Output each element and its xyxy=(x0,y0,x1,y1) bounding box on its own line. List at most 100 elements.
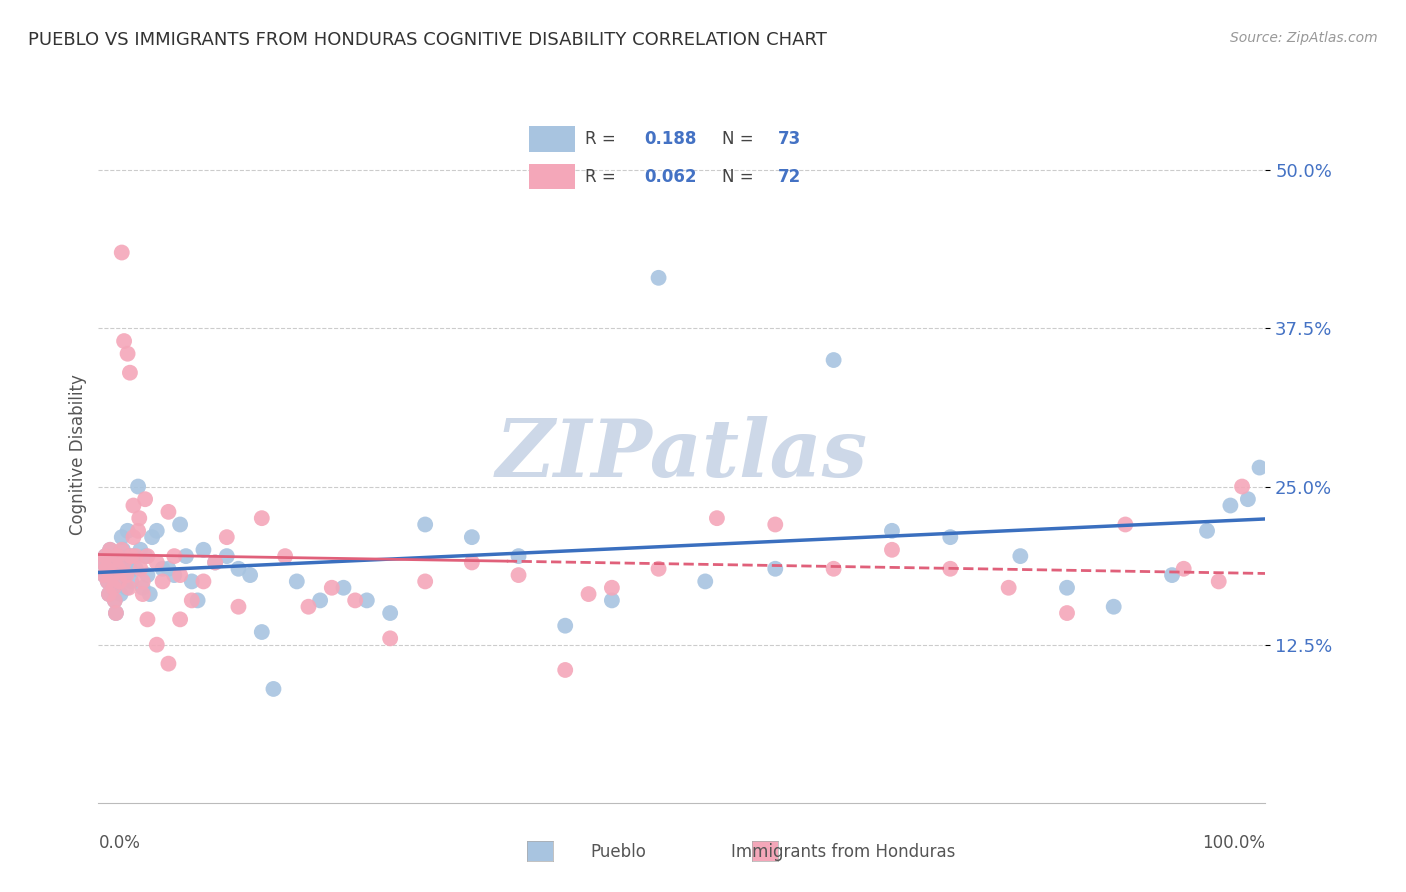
Point xyxy=(1056,581,1078,595)
Point xyxy=(97,574,120,589)
Point xyxy=(146,524,169,538)
Point xyxy=(169,517,191,532)
Point xyxy=(101,568,124,582)
Point xyxy=(169,612,191,626)
Point xyxy=(136,568,159,582)
Point xyxy=(508,568,530,582)
Point xyxy=(1237,492,1260,507)
Point xyxy=(939,530,962,544)
Point xyxy=(103,581,125,595)
Point xyxy=(97,587,120,601)
Point xyxy=(129,562,152,576)
Point xyxy=(997,581,1019,595)
Point xyxy=(1195,524,1218,538)
Point xyxy=(1010,549,1032,563)
Point xyxy=(111,530,134,544)
Point xyxy=(600,593,623,607)
Point xyxy=(262,681,284,696)
Point xyxy=(763,517,786,532)
Point xyxy=(578,587,600,601)
Point xyxy=(1249,460,1271,475)
Point xyxy=(98,542,121,557)
Point xyxy=(108,574,131,589)
Point xyxy=(380,632,402,646)
Point xyxy=(96,562,118,576)
Point xyxy=(193,542,215,557)
Point xyxy=(105,549,128,563)
Point xyxy=(157,562,180,576)
Point xyxy=(250,511,273,525)
Point xyxy=(128,511,150,525)
Point xyxy=(274,549,297,563)
Point xyxy=(180,574,202,589)
Point xyxy=(1219,499,1241,513)
Point xyxy=(228,599,250,614)
Point xyxy=(880,524,903,538)
Text: 0.0%: 0.0% xyxy=(98,834,141,852)
Point xyxy=(107,562,129,576)
Point xyxy=(706,511,728,525)
Point xyxy=(461,556,484,570)
Point xyxy=(96,562,118,576)
Point xyxy=(880,542,903,557)
Point xyxy=(117,524,139,538)
Point xyxy=(763,562,786,576)
Point xyxy=(193,574,215,589)
Point xyxy=(127,524,149,538)
Point xyxy=(600,581,623,595)
Point xyxy=(136,612,159,626)
Point xyxy=(100,556,122,570)
Point xyxy=(239,568,262,582)
Point xyxy=(111,542,134,557)
Point xyxy=(380,606,402,620)
Text: Pueblo: Pueblo xyxy=(591,843,647,861)
Point xyxy=(169,568,191,582)
Point xyxy=(115,568,138,582)
Point xyxy=(98,542,121,557)
Point xyxy=(93,568,115,582)
Point xyxy=(344,593,367,607)
Point xyxy=(332,581,354,595)
Point xyxy=(1056,606,1078,620)
Point xyxy=(157,657,180,671)
Point xyxy=(163,549,186,563)
Point xyxy=(136,549,159,563)
Point xyxy=(1208,574,1230,589)
Point xyxy=(1114,517,1136,532)
Point xyxy=(105,549,128,563)
Point xyxy=(111,245,134,260)
Point xyxy=(108,574,131,589)
Point xyxy=(118,562,141,576)
Point xyxy=(647,562,669,576)
Text: 100.0%: 100.0% xyxy=(1202,834,1265,852)
Point xyxy=(101,568,124,582)
Point xyxy=(204,556,226,570)
Point xyxy=(461,530,484,544)
Point xyxy=(1173,562,1195,576)
Point xyxy=(823,353,845,368)
Point xyxy=(120,549,142,563)
Point xyxy=(146,638,169,652)
Point xyxy=(117,347,139,361)
Point xyxy=(413,517,436,532)
Point xyxy=(129,542,152,557)
Point xyxy=(204,556,226,570)
Point xyxy=(152,574,174,589)
Point xyxy=(94,549,117,563)
Point xyxy=(112,556,135,570)
Point xyxy=(104,606,127,620)
Point xyxy=(695,574,717,589)
Point xyxy=(104,593,127,607)
Point xyxy=(118,549,141,563)
Point xyxy=(1102,599,1125,614)
Text: Immigrants from Honduras: Immigrants from Honduras xyxy=(731,843,956,861)
Point xyxy=(146,556,169,570)
Point xyxy=(125,549,148,563)
Point xyxy=(554,618,576,632)
Point xyxy=(180,593,202,607)
Point xyxy=(134,492,156,507)
Point xyxy=(125,562,148,576)
Point xyxy=(174,549,197,563)
Point xyxy=(97,587,120,601)
Point xyxy=(110,587,132,601)
